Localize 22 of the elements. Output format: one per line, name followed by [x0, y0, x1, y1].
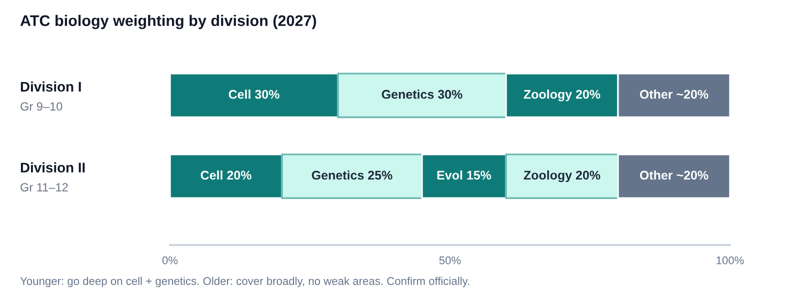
text: Younger: go deep on cell + genetics. Older: cover broadly, no weak areas. Confirm officially. [20, 276, 470, 288]
data-label: Other ~20% [640, 90, 708, 99]
y-tick-label: Division I Gr 9–10 [20, 81, 81, 111]
bar [170, 72, 339, 118]
chart-title: ATC biology weighting by division (2027) [20, 14, 316, 30]
y-tick-label: Division II Gr 11–12 [20, 162, 85, 192]
data-label: Evol 15% [437, 170, 492, 180]
data-label: Cell 20% [200, 170, 252, 180]
data-label: Genetics 30% [382, 90, 462, 99]
data-label: Genetics 25% [312, 170, 392, 180]
x-tick-label: 100% [716, 256, 744, 264]
data-label: Other ~20% [640, 170, 708, 180]
x-tick-label: 0% [162, 256, 178, 264]
bar [617, 154, 730, 199]
data-label: Cell 30% [228, 90, 280, 99]
bar [170, 154, 283, 199]
bar [421, 154, 507, 199]
bar [337, 72, 507, 118]
bar [281, 154, 423, 199]
x-tick-label: 50% [439, 256, 461, 264]
data-label: Zoology 20% [524, 170, 600, 182]
data-label: Zoology 20% [524, 90, 600, 102]
